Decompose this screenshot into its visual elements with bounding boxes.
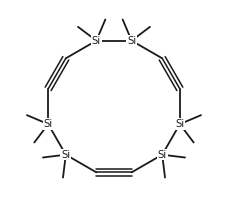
Text: Si: Si — [157, 150, 166, 160]
Text: Si: Si — [126, 36, 136, 46]
Text: Si: Si — [43, 119, 52, 129]
Text: Si: Si — [61, 150, 70, 160]
Text: Si: Si — [175, 119, 184, 129]
Text: Si: Si — [91, 36, 101, 46]
